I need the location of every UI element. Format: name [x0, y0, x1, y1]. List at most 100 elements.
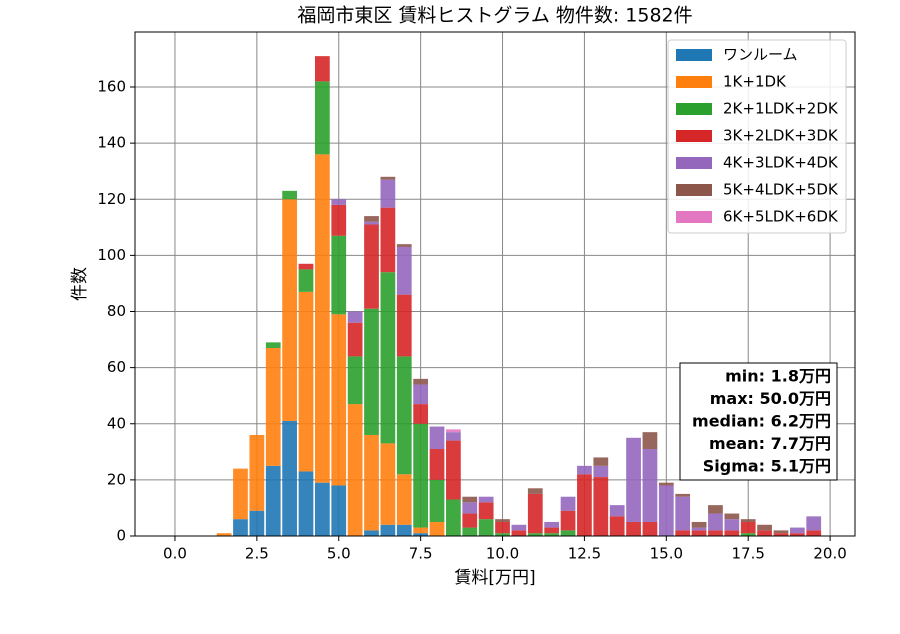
bar-segment [429, 449, 445, 480]
bar-segment [396, 356, 412, 475]
bar-segment [298, 263, 314, 270]
bar-segment [511, 524, 527, 531]
bar-segment [446, 429, 461, 433]
bar-segment [282, 190, 297, 200]
x-tick-label: 20.0 [813, 545, 846, 563]
legend-swatch [676, 103, 712, 115]
bar-segment [724, 530, 740, 536]
bar-segment [413, 423, 429, 528]
bar-segment [740, 521, 756, 534]
y-tick-label: 120 [97, 190, 126, 208]
x-tick-label: 0.0 [163, 545, 187, 563]
bar-segment [331, 199, 347, 205]
y-tick-label: 100 [97, 246, 126, 264]
legend-swatch [676, 211, 712, 223]
bar-segment [462, 496, 478, 503]
y-tick-label: 80 [107, 302, 126, 320]
bar-segment [806, 530, 822, 536]
bar-segment [249, 510, 265, 536]
legend-swatch [676, 157, 712, 169]
stats-text: max: 50.0万円 [710, 389, 831, 408]
bar-segment [527, 488, 543, 494]
bar-segment [380, 207, 396, 273]
bar-segment [789, 533, 805, 536]
bar-segment [478, 496, 494, 503]
bar-segment [413, 527, 429, 534]
legend-box [667, 39, 847, 234]
legend-label: 2K+1LDK+2DK [723, 100, 839, 118]
bar-segment [347, 322, 363, 357]
bar-segment [429, 426, 445, 450]
legend-swatch [676, 49, 712, 61]
bar-segment [396, 474, 412, 525]
bar-segment [347, 356, 363, 405]
bar-segment [298, 269, 314, 292]
bar-segment [446, 440, 461, 500]
bar-segment [396, 524, 412, 536]
y-tick-label: 60 [107, 358, 126, 376]
bar-segment [265, 465, 281, 536]
chart-title: 福岡市東区 賃料ヒストグラム 物件数: 1582件 [297, 5, 692, 27]
legend-swatch [676, 184, 712, 196]
bar-segment [347, 311, 363, 323]
bar-segment [446, 499, 461, 536]
bar-segment [642, 449, 658, 522]
legend-label: 1K+1DK [723, 73, 787, 91]
bar-segment [413, 384, 429, 405]
bar-segment [380, 179, 396, 208]
y-tick-label: 140 [97, 134, 126, 152]
bar-segment [462, 513, 478, 528]
stats-text: median: 6.2万円 [692, 412, 831, 431]
bar-segment [298, 291, 314, 472]
bar-segment [527, 533, 543, 536]
stats-text: min: 1.8万円 [725, 367, 831, 386]
bar-segment [315, 482, 330, 536]
bar-segment [495, 519, 510, 522]
x-tick-label: 5.0 [327, 545, 351, 563]
bar-segment [658, 482, 674, 486]
x-tick-label: 12.5 [568, 545, 601, 563]
y-tick-label: 160 [97, 78, 126, 96]
bar-segment [593, 477, 609, 536]
bar-segment [757, 524, 772, 531]
bar-segment [233, 519, 248, 536]
bar-segment [216, 533, 232, 536]
bar-segment [675, 530, 691, 536]
bar-segment [577, 474, 592, 536]
bar-segment [577, 465, 592, 475]
bar-segment [429, 479, 445, 522]
bar-segment [364, 224, 379, 309]
bar-segment [315, 56, 330, 82]
legend-label: 6K+5LDK+6DK [723, 208, 839, 226]
bar-segment [806, 516, 822, 531]
bar-segment [478, 502, 494, 520]
bar-segment [265, 342, 281, 348]
bar-segment [249, 434, 265, 511]
bar-segment [364, 530, 379, 536]
y-tick-label: 40 [107, 414, 126, 432]
bar-segment [331, 204, 347, 236]
bar-segment [708, 505, 723, 514]
bar-segment [675, 496, 691, 531]
bar-segment [331, 485, 347, 536]
legend-label: 4K+3LDK+4DK [723, 154, 839, 172]
bar-segment [691, 527, 707, 531]
legend-label: ワンルーム [723, 46, 798, 64]
stats-text: Sigma: 5.1万円 [703, 457, 831, 476]
bar-segment [740, 519, 756, 522]
bar-segment [544, 527, 560, 534]
bar-segment [740, 533, 756, 536]
bar-segment [364, 308, 379, 435]
bar-segment [691, 530, 707, 536]
bar-segment [446, 432, 461, 441]
bar-segment [527, 493, 543, 534]
bar-segment [233, 468, 248, 520]
stats-text: mean: 7.7万円 [709, 434, 831, 453]
bar-segment [544, 533, 560, 536]
x-tick-label: 15.0 [650, 545, 683, 563]
bar-segment [724, 513, 740, 520]
x-tick-label: 7.5 [409, 545, 433, 563]
bar-segment [396, 294, 412, 357]
bar-segment [396, 244, 412, 247]
